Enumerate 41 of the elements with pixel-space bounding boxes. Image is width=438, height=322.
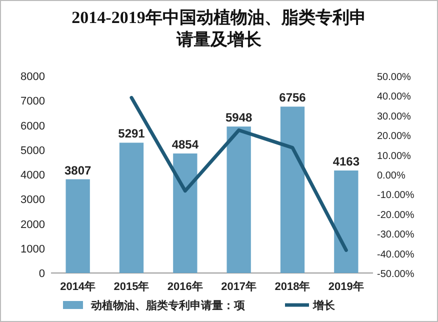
bar <box>66 179 90 273</box>
y-tick-label: 5000 <box>20 144 45 157</box>
legend-label: 增长 <box>312 299 336 312</box>
x-tick-label: 2014年 <box>60 280 96 293</box>
y2-tick-label: -40.00% <box>377 249 414 260</box>
x-tick-label: 2019年 <box>328 280 364 293</box>
y2-tick-label: 20.00% <box>377 131 412 142</box>
y2-tick-label: 10.00% <box>377 150 412 162</box>
y-tick-label: 6000 <box>20 120 45 132</box>
y-tick-label: 7000 <box>20 96 45 108</box>
bar <box>280 106 305 273</box>
bar <box>226 126 251 273</box>
x-tick-label: 2018年 <box>274 280 310 293</box>
y2-tick-label: 40.00% <box>377 92 412 103</box>
data-label: 3807 <box>64 163 92 178</box>
data-label: 4163 <box>332 154 360 168</box>
legend-label: 动植物油、脂类专利申请量：项 <box>90 299 246 312</box>
bar <box>334 170 358 273</box>
y2-tick-label: -50.00% <box>377 269 414 280</box>
y2-tick-label: 50.00% <box>377 72 412 83</box>
y2-tick-label: -30.00% <box>377 230 414 241</box>
y-tick-label: 3000 <box>20 194 45 206</box>
y-tick-label: 1000 <box>20 243 45 256</box>
y-tick-label: 2000 <box>20 218 45 231</box>
bar <box>173 153 198 273</box>
y2-tick-label: -20.00% <box>377 210 414 221</box>
bar <box>119 142 144 273</box>
y-tick-label: 4000 <box>20 170 45 182</box>
y-tick-label: 8000 <box>20 71 45 83</box>
y2-tick-label: 30.00% <box>377 111 412 122</box>
data-label: 4854 <box>172 137 199 152</box>
x-tick-label: 2015年 <box>114 280 150 293</box>
data-label: 5291 <box>118 126 146 141</box>
y-tick-label: 0 <box>38 268 45 280</box>
y2-tick-label: -10.00% <box>377 190 414 202</box>
data-label: 5948 <box>225 110 253 125</box>
chart-title: 2014-2019年中国动植物油、脂类专利申请量及增长 <box>71 7 367 51</box>
x-tick-label: 2016年 <box>167 280 203 293</box>
data-label: 6756 <box>279 90 306 105</box>
y2-tick-label: 0.00% <box>377 170 406 182</box>
x-tick-label: 2017年 <box>221 280 257 293</box>
